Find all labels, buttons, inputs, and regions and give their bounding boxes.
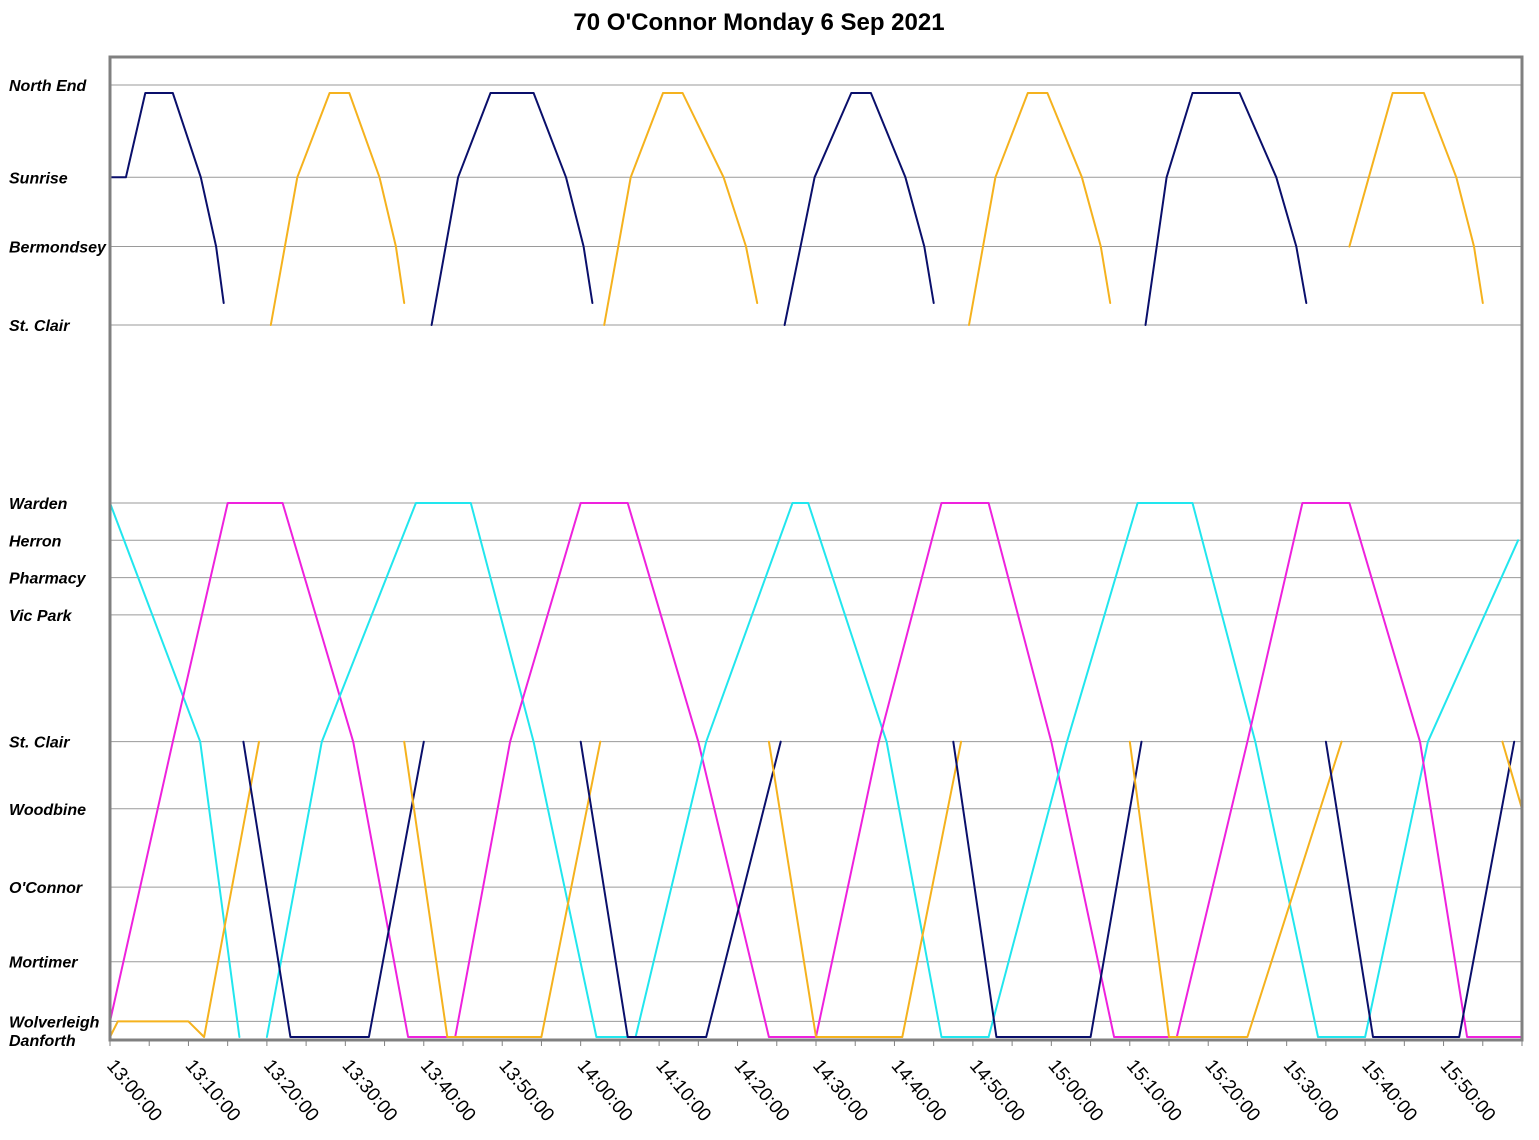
trip-line-south — [109, 502, 457, 1038]
x-tick-label: 15:00:00 — [1044, 1056, 1108, 1126]
trip-line-short-turn — [242, 740, 425, 1038]
time-axis: 13:00:00 13:10:00 13:20:00 13:30:00 13:40:00… — [102, 1040, 1523, 1126]
x-tick-label: 14:30:00 — [808, 1056, 872, 1126]
trip-line-north — [269, 92, 406, 326]
trip-line-south — [454, 502, 817, 1038]
trip-line-short-turn — [952, 740, 1143, 1038]
trip-line-short-turn — [403, 740, 602, 1038]
stop-label-bermondsey: Bermondsey — [9, 240, 107, 257]
x-tick-label: 14:00:00 — [573, 1056, 637, 1126]
x-tick-label: 15:40:00 — [1357, 1056, 1421, 1126]
trip-line-south — [1175, 502, 1523, 1038]
trip-line-north — [783, 92, 935, 326]
x-tick-label: 13:40:00 — [416, 1056, 480, 1126]
trip-line-north — [1348, 92, 1484, 304]
stop-label-pharmacy: Pharmacy — [9, 571, 87, 588]
trip-traces — [109, 92, 1523, 1038]
trip-line-north — [109, 92, 225, 304]
trip-line-short-turn — [1324, 740, 1516, 1038]
stop-label-o-connor: O'Connor — [9, 880, 83, 897]
trip-line-south — [109, 502, 241, 1038]
x-tick-label: 15:50:00 — [1436, 1056, 1500, 1126]
trip-line-north — [1144, 92, 1308, 326]
x-tick-label: 13:00:00 — [102, 1056, 166, 1126]
stop-label-wolverleigh: Wolverleigh — [9, 1014, 100, 1031]
x-tick-label: 14:50:00 — [965, 1056, 1029, 1126]
stop-label-danforth: Danforth — [9, 1033, 76, 1050]
trip-line-north — [603, 92, 759, 326]
stop-label-woodbine: Woodbine — [9, 802, 86, 819]
stop-label-north-end: North End — [9, 78, 88, 95]
trip-line-south — [265, 502, 637, 1038]
chart-title: 70 O'Connor Monday 6 Sep 2021 — [573, 9, 944, 36]
trip-line-north — [968, 92, 1112, 326]
stop-label-herron: Herron — [9, 533, 62, 550]
trip-line-short-turn — [109, 740, 260, 1038]
x-tick-label: 14:40:00 — [887, 1056, 951, 1126]
stop-label-warden: Warden — [9, 496, 68, 513]
trip-line-short-turn — [767, 740, 963, 1038]
x-tick-label: 13:20:00 — [259, 1056, 323, 1126]
x-tick-label: 15:30:00 — [1279, 1056, 1343, 1126]
x-tick-label: 13:30:00 — [338, 1056, 402, 1126]
x-tick-label: 14:10:00 — [651, 1056, 715, 1126]
trip-line-short-turn — [1128, 740, 1343, 1038]
trip-line-north — [430, 92, 594, 326]
trip-line-short-turn — [579, 740, 782, 1038]
trip-line-short-turn — [1501, 740, 1523, 810]
x-tick-label: 15:10:00 — [1122, 1056, 1186, 1126]
x-tick-label: 14:20:00 — [730, 1056, 794, 1126]
plot-frame — [108, 55, 1524, 1042]
stop-label-sunrise: Sunrise — [9, 170, 68, 187]
stop-label-st-clair: St. Clair — [9, 318, 70, 335]
stop-label-st-clair: St. Clair — [9, 735, 70, 752]
x-tick-label: 13:50:00 — [494, 1056, 558, 1126]
stop-label-vic-park: Vic Park — [9, 608, 73, 625]
stop-label-mortimer: Mortimer — [9, 955, 78, 972]
x-tick-label: 15:20:00 — [1200, 1056, 1264, 1126]
stop-labels: North End Sunrise Bermondsey St. Clair Warde… — [9, 78, 107, 1050]
trip-line-south — [815, 502, 1178, 1038]
trip-line-south — [634, 502, 990, 1038]
trip-line-south — [987, 502, 1520, 1038]
stop-gridlines — [110, 84, 1522, 1041]
x-tick-label: 13:10:00 — [181, 1056, 245, 1126]
